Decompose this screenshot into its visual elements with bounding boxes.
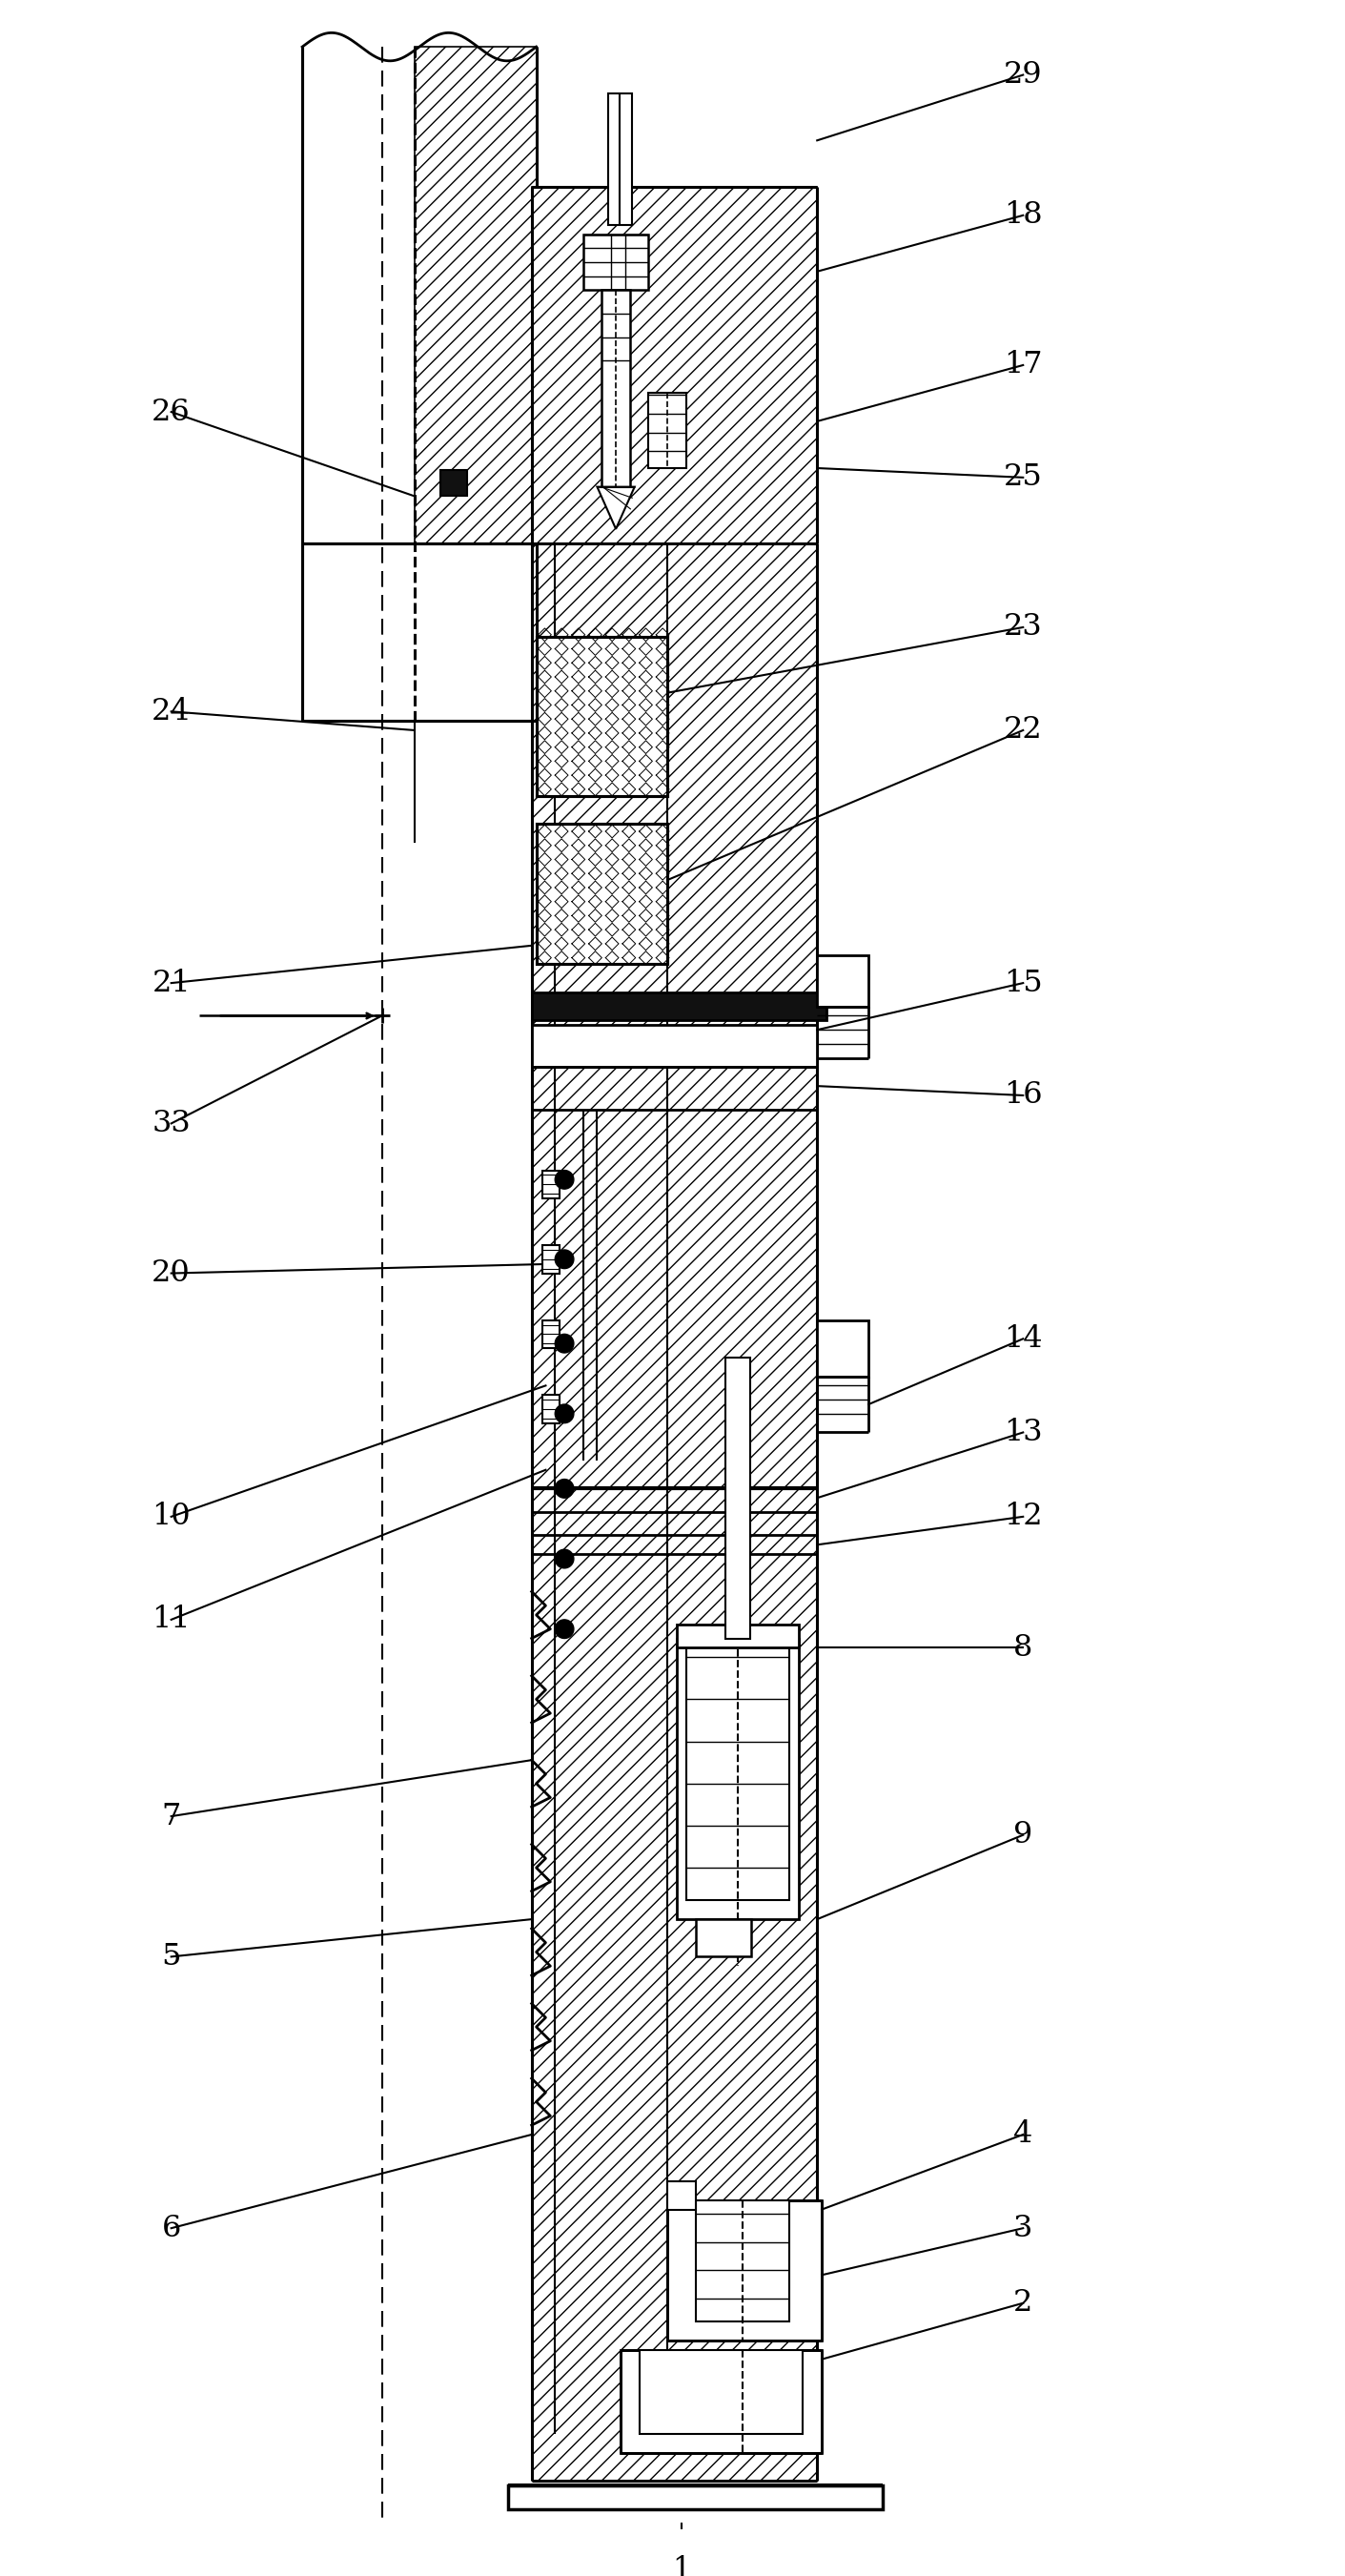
Circle shape <box>555 1620 574 1638</box>
Circle shape <box>555 1334 574 1352</box>
Bar <box>543 1396 560 1422</box>
Bar <box>543 1319 560 1347</box>
Bar <box>818 1319 869 1376</box>
Bar <box>608 93 632 224</box>
Text: 8: 8 <box>1013 1633 1033 1662</box>
Circle shape <box>555 1548 574 1569</box>
Text: 15: 15 <box>1003 969 1042 997</box>
Text: 4: 4 <box>1013 2120 1033 2148</box>
Bar <box>725 1358 749 1638</box>
Text: 11: 11 <box>152 1605 191 1633</box>
Bar <box>601 291 629 487</box>
Text: 6: 6 <box>161 2213 182 2244</box>
Text: 26: 26 <box>152 397 191 428</box>
Bar <box>584 234 648 291</box>
Bar <box>537 824 667 963</box>
Text: 21: 21 <box>152 969 191 997</box>
Bar <box>677 1638 799 1919</box>
Text: 33: 33 <box>152 1108 191 1139</box>
Text: 3: 3 <box>1013 2213 1033 2244</box>
Circle shape <box>555 1479 574 1499</box>
Bar <box>531 992 826 1020</box>
Bar <box>543 1170 560 1198</box>
Bar <box>620 2349 822 2452</box>
Text: 12: 12 <box>1003 1502 1042 1533</box>
Bar <box>648 394 686 469</box>
Text: 29: 29 <box>1003 59 1042 90</box>
Bar <box>531 1025 818 1066</box>
Text: 10: 10 <box>152 1502 191 1533</box>
Bar <box>695 2200 790 2321</box>
Text: 13: 13 <box>1003 1417 1042 1448</box>
Bar <box>543 1244 560 1273</box>
Bar <box>414 46 537 544</box>
Bar <box>818 956 869 1007</box>
Text: 16: 16 <box>1003 1079 1042 1110</box>
Text: 20: 20 <box>152 1260 191 1288</box>
Text: 25: 25 <box>1003 464 1042 492</box>
Text: 14: 14 <box>1003 1324 1042 1352</box>
Bar <box>531 188 818 544</box>
Bar <box>508 2486 882 2509</box>
Text: 18: 18 <box>1003 201 1042 229</box>
Text: 23: 23 <box>1003 613 1042 641</box>
Bar <box>695 1919 752 1958</box>
Polygon shape <box>597 487 635 528</box>
Bar <box>531 544 818 2481</box>
Text: 17: 17 <box>1003 350 1042 379</box>
Circle shape <box>555 1249 574 1267</box>
Bar <box>537 636 667 796</box>
Text: 22: 22 <box>1003 716 1042 744</box>
Circle shape <box>555 1404 574 1422</box>
Bar <box>639 2349 803 2434</box>
Bar <box>677 1625 799 1649</box>
Bar <box>667 2182 695 2210</box>
Circle shape <box>555 1170 574 1190</box>
Text: 1: 1 <box>672 2555 691 2576</box>
Text: 7: 7 <box>161 1801 182 1832</box>
Text: 2: 2 <box>1013 2287 1033 2318</box>
Bar <box>667 2200 822 2342</box>
Bar <box>441 469 467 497</box>
Text: 5: 5 <box>161 1942 182 1971</box>
Bar <box>686 1638 790 1901</box>
Text: 24: 24 <box>152 696 191 726</box>
Text: 9: 9 <box>1013 1821 1033 1850</box>
